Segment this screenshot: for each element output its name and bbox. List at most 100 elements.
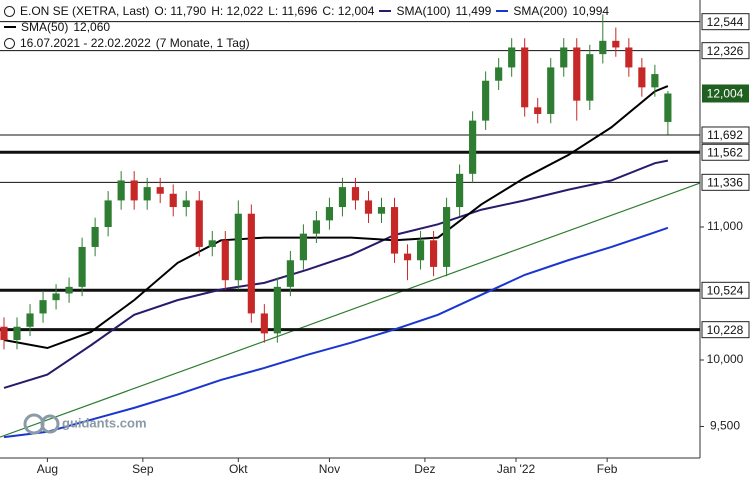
level-label-box [701,42,750,60]
candle-body [221,240,229,281]
ohlc-name: C: [322,4,335,18]
header-row: E.ON SE (XETRA, Last) O: 11,790 H: 12,02… [4,3,609,19]
ohlc: L: 11,696 [268,3,317,19]
candle-body [91,227,99,247]
ohlc: C: 12,004 [322,3,374,19]
x-tick-label: Okt [229,462,248,476]
icon [4,5,15,17]
ohlc-name: L: [268,4,279,18]
x-tick-label: Jan '22 [497,462,536,476]
level-label-box [701,173,750,191]
candle-body [104,200,112,228]
candle-body [469,120,477,174]
candle-body [260,313,268,334]
legend-value: 10,994 [572,4,610,18]
candle-body [156,187,164,194]
candle-body [13,326,21,341]
candle-body [39,300,47,314]
legend-swatch [379,10,392,12]
candle-body [143,187,151,201]
ohlc-value: 12,004 [337,4,375,18]
level-label-box [701,321,750,339]
level-label-box [701,126,750,144]
sma-line [3,85,669,350]
candle-body [612,40,620,48]
candle-body [117,180,125,201]
candle-body [65,286,73,294]
candle-body [638,67,646,88]
candle-body [482,80,490,121]
duration: (7 Monate, 1 Tag) [155,36,250,50]
candle-body [286,260,294,287]
instrument: E.ON SE (XETRA, Last) [20,4,150,18]
candle-body [664,93,672,122]
candle-body [521,47,529,108]
watermark-logo [23,413,60,435]
candle-body [403,253,412,261]
candle-body [234,213,242,281]
ohlc-name: O: [154,4,168,18]
level-label-box [701,143,750,161]
legend-entry: SMA(200) [513,4,568,18]
sma-line [3,159,669,389]
header-row: SMA(50) 12,060 [4,19,609,35]
candle-body [547,67,555,114]
candle-body [495,67,503,81]
level-label: 10,228 [707,323,744,337]
candle-body [351,187,360,201]
y-tick-label: 11,000 [707,219,743,233]
candle-body [586,54,594,101]
level-label: 12,326 [707,44,744,58]
candle-body [443,207,451,267]
candle-body [208,240,216,247]
candle-body [299,233,307,261]
candle-body [534,107,542,114]
sma-line [3,226,669,439]
candle-body [390,207,399,254]
candle-body [651,74,659,88]
x-tick-label: Sep [132,462,154,476]
candle-body [508,47,516,68]
candle-body [573,47,581,101]
last-price-box [702,84,749,103]
level-label-box [701,13,750,31]
candle-body [247,213,255,314]
candle-body [456,173,464,208]
legend-swatch [4,26,16,28]
level-label: 11,562 [707,145,743,159]
last-price-label: 12,004 [707,87,744,101]
header: E.ON SE (XETRA, Last) O: 11,790 H: 12,02… [4,3,609,51]
header-row: 16.07.2021 - 22.02.2022 (7 Monate, 1 Tag… [4,35,609,51]
level-label: 11,692 [707,128,743,142]
ohlc-name: H: [211,4,224,18]
legend-value: 11,499 [455,4,492,18]
ohlc-value: 11,790 [170,4,207,18]
level-label: 10,524 [707,283,744,297]
candle-body [338,187,347,208]
candle-body [78,246,86,287]
y-tick-label: 9,500 [710,419,740,433]
candle-body [195,200,203,247]
x-tick-label: Feb [597,462,618,476]
candle-body [364,200,373,214]
candle-body [312,220,320,234]
ohlc: O: 11,790 [154,3,206,19]
candle-body [625,47,633,68]
level-label: 11,336 [707,175,743,189]
candle-body [169,193,177,208]
candle-body [429,240,438,267]
ohlc-value: 12,022 [226,4,264,18]
level-label: 12,544 [707,15,744,29]
candle-body [560,47,568,68]
legend-entry: SMA(50) [21,20,69,34]
candle-body [416,240,425,261]
watermark: guidants.com [62,415,147,430]
candle-body [0,326,8,341]
level-label-box [701,281,750,299]
candle-body [26,313,34,327]
period: 16.07.2021 - 22.02.2022 [20,36,151,50]
ohlc-value: 11,696 [281,4,318,18]
